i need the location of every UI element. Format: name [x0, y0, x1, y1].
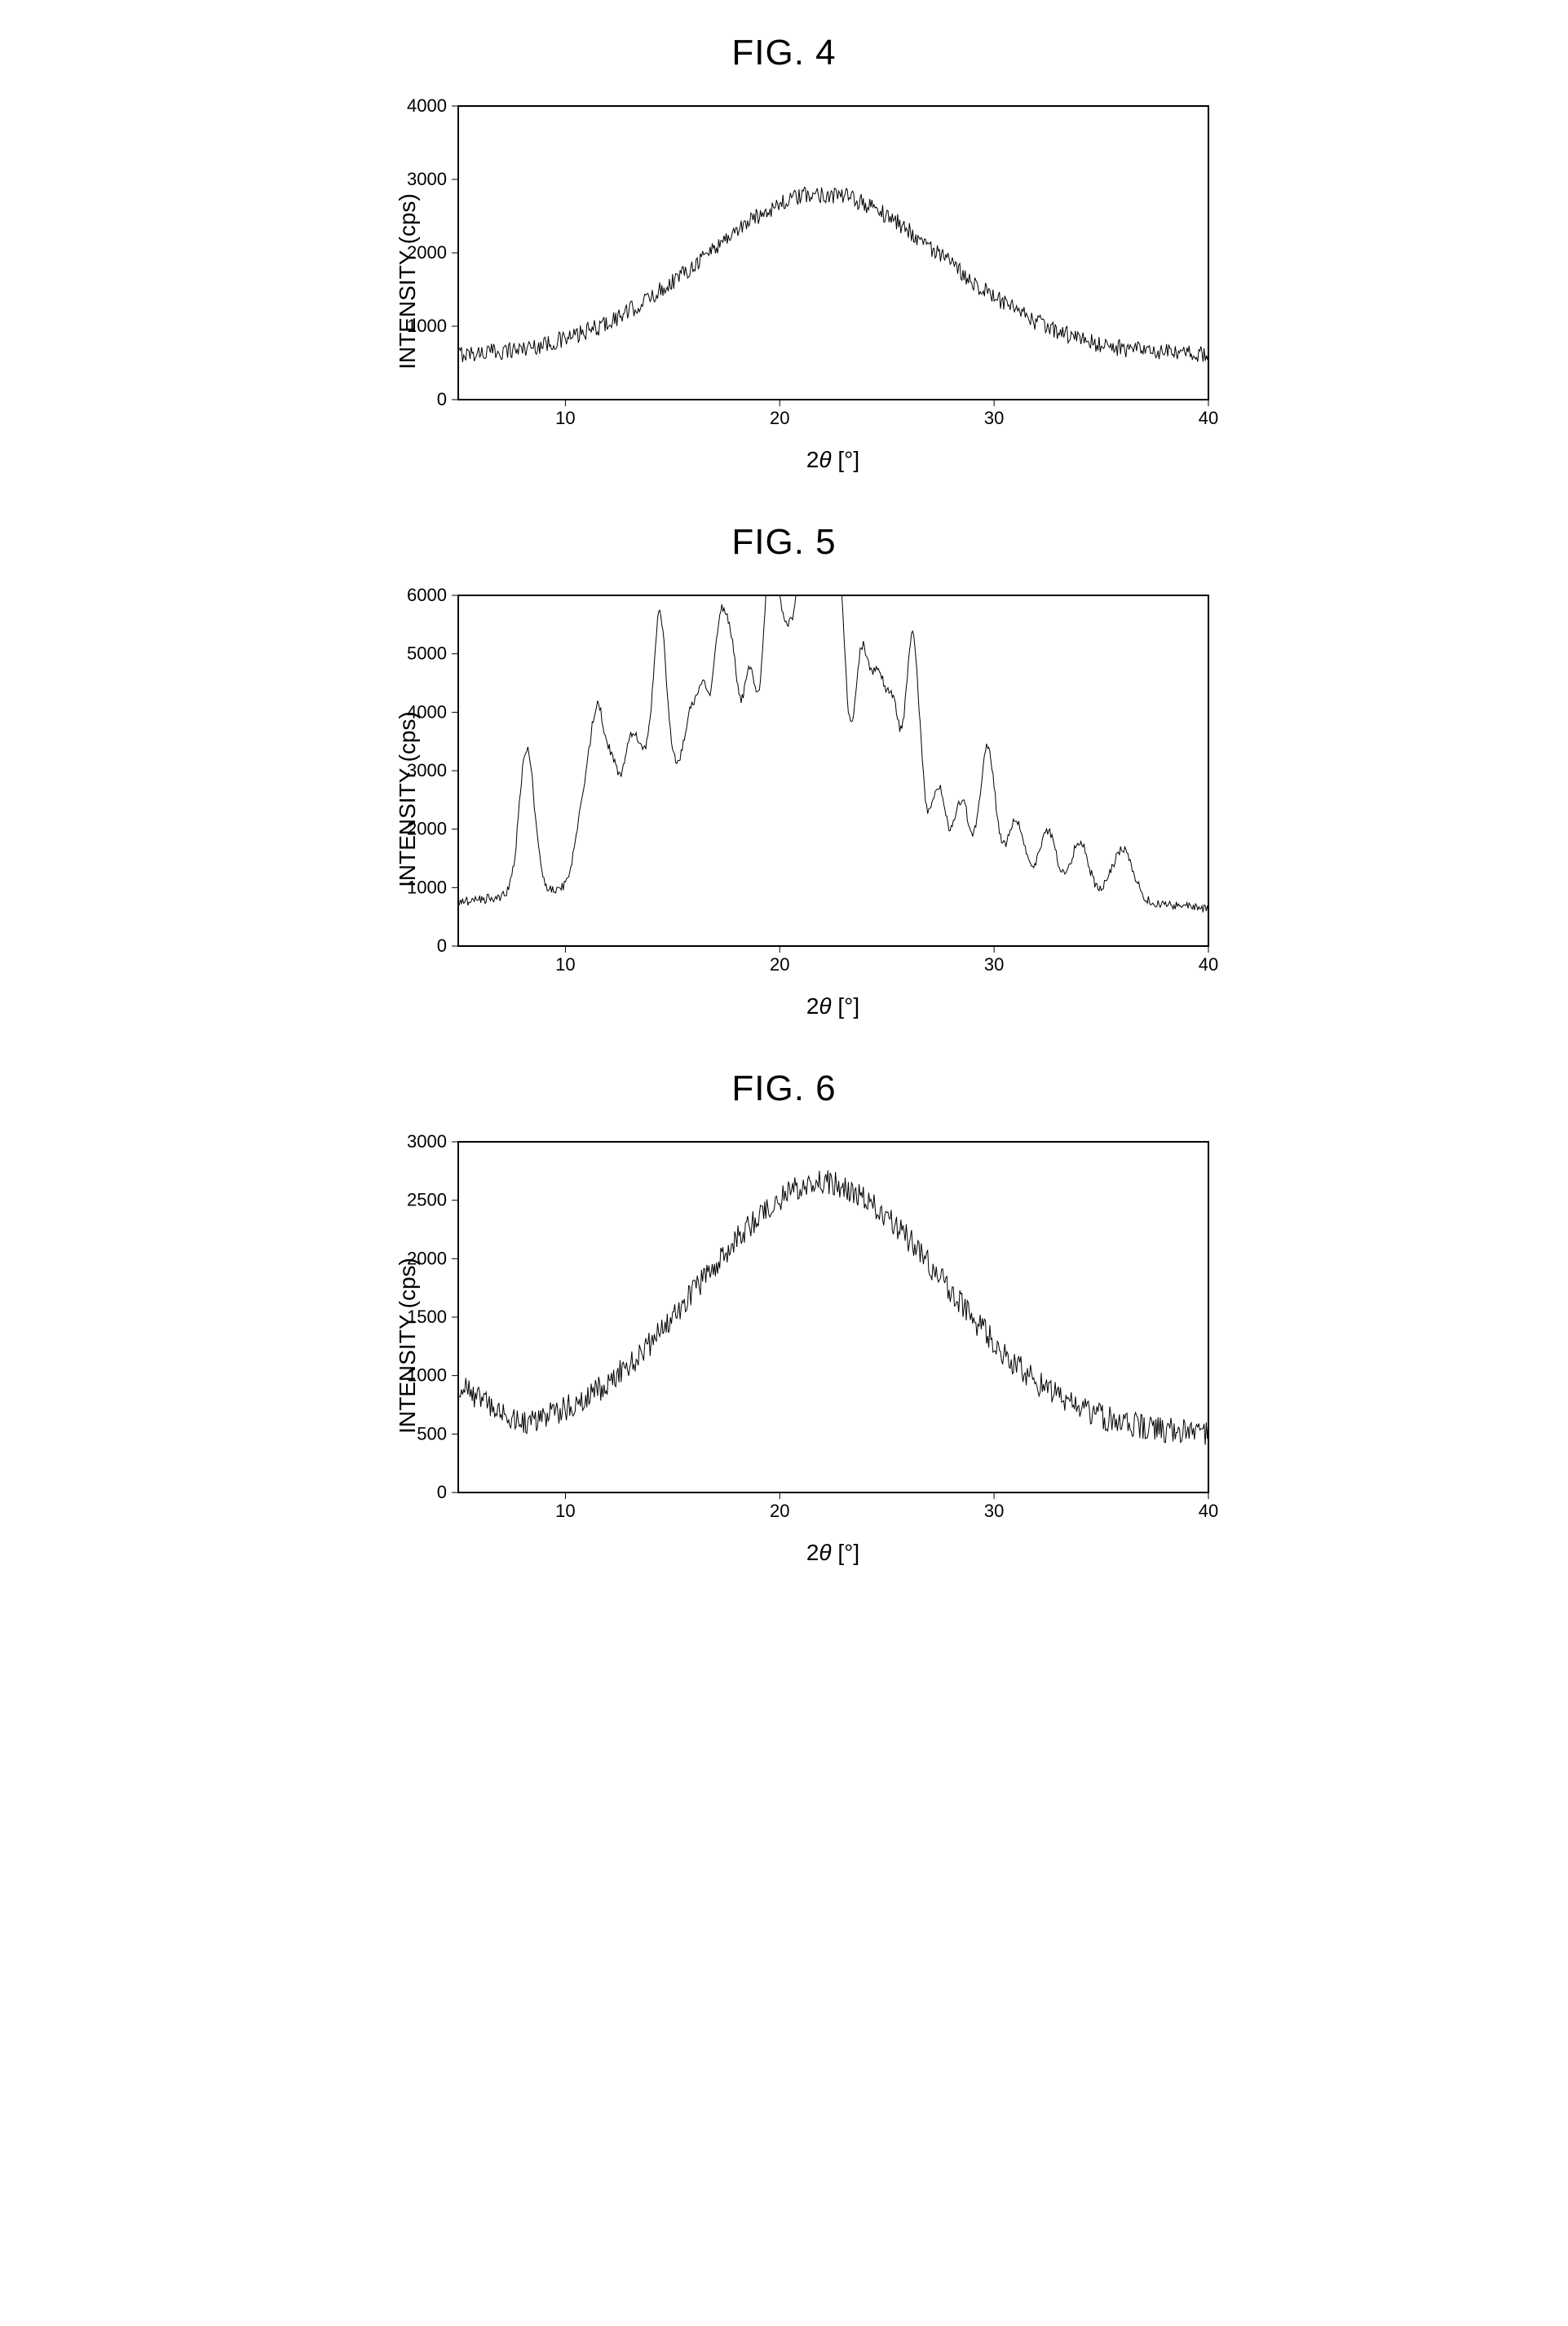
figure-title: FIG. 6: [295, 1068, 1274, 1109]
xtick-label: 40: [1198, 954, 1217, 975]
ytick-label: 0: [436, 1482, 446, 1502]
ytick-label: 3000: [407, 169, 447, 189]
xlabel-theta: θ: [819, 1540, 831, 1565]
y-axis-label: INTENSITY (cps): [394, 711, 420, 887]
xtick-label: 40: [1198, 408, 1217, 428]
xlabel-theta: θ: [819, 993, 831, 1019]
y-axis-label: INTENSITY (cps): [394, 1258, 420, 1434]
xtick-label: 30: [983, 408, 1003, 428]
figure-block: FIG. 6 INTENSITY (cps) 10203040 05001000…: [295, 1068, 1274, 1566]
ytick-label: 500: [417, 1423, 447, 1444]
xlabel-suffix: [°]: [832, 993, 860, 1019]
xlabel-prefix: 2: [806, 1540, 819, 1565]
xtick-label: 40: [1198, 1501, 1217, 1521]
xtick-label: 30: [983, 1501, 1003, 1521]
ytick-label: 0: [436, 389, 446, 409]
figure-title: FIG. 5: [295, 522, 1274, 563]
xrd-chart: 10203040 0100020003000400050006000: [393, 579, 1225, 987]
ytick-label: 3000: [407, 1131, 447, 1152]
xtick-label: 10: [555, 954, 575, 975]
ytick-label: 0: [436, 935, 446, 956]
xlabel-suffix: [°]: [832, 447, 860, 472]
x-axis-label: 2θ [°]: [393, 447, 1274, 473]
xtick-label: 30: [983, 954, 1003, 975]
x-axis-label: 2θ [°]: [393, 1540, 1274, 1566]
ytick-label: 6000: [407, 585, 447, 605]
xlabel-suffix: [°]: [832, 1540, 860, 1565]
figure-block: FIG. 5 INTENSITY (cps) 10203040 01000200…: [295, 522, 1274, 1019]
xrd-chart: 10203040 050010001500200025003000: [393, 1125, 1225, 1533]
xtick-label: 10: [555, 408, 575, 428]
figure-block: FIG. 4 INTENSITY (cps) 10203040 01000200…: [295, 33, 1274, 473]
xlabel-prefix: 2: [806, 993, 819, 1019]
y-axis-label: INTENSITY (cps): [394, 193, 420, 369]
xlabel-prefix: 2: [806, 447, 819, 472]
ytick-label: 5000: [407, 643, 447, 664]
ytick-label: 2500: [407, 1190, 447, 1210]
chart-wrap: INTENSITY (cps) 10203040 050010001500200…: [393, 1125, 1274, 1566]
xtick-label: 20: [770, 408, 789, 428]
plot-frame: [458, 595, 1208, 946]
plot-frame: [458, 106, 1208, 400]
chart-wrap: INTENSITY (cps) 10203040 010002000300040…: [393, 90, 1274, 473]
xtick-label: 10: [555, 1501, 575, 1521]
xrd-chart: 10203040 01000200030004000: [393, 90, 1225, 440]
figure-title: FIG. 4: [295, 33, 1274, 73]
chart-wrap: INTENSITY (cps) 10203040 010002000300040…: [393, 579, 1274, 1019]
xtick-label: 20: [770, 1501, 789, 1521]
xlabel-theta: θ: [819, 447, 831, 472]
ytick-label: 4000: [407, 95, 447, 116]
x-axis-label: 2θ [°]: [393, 993, 1274, 1019]
xtick-label: 20: [770, 954, 789, 975]
